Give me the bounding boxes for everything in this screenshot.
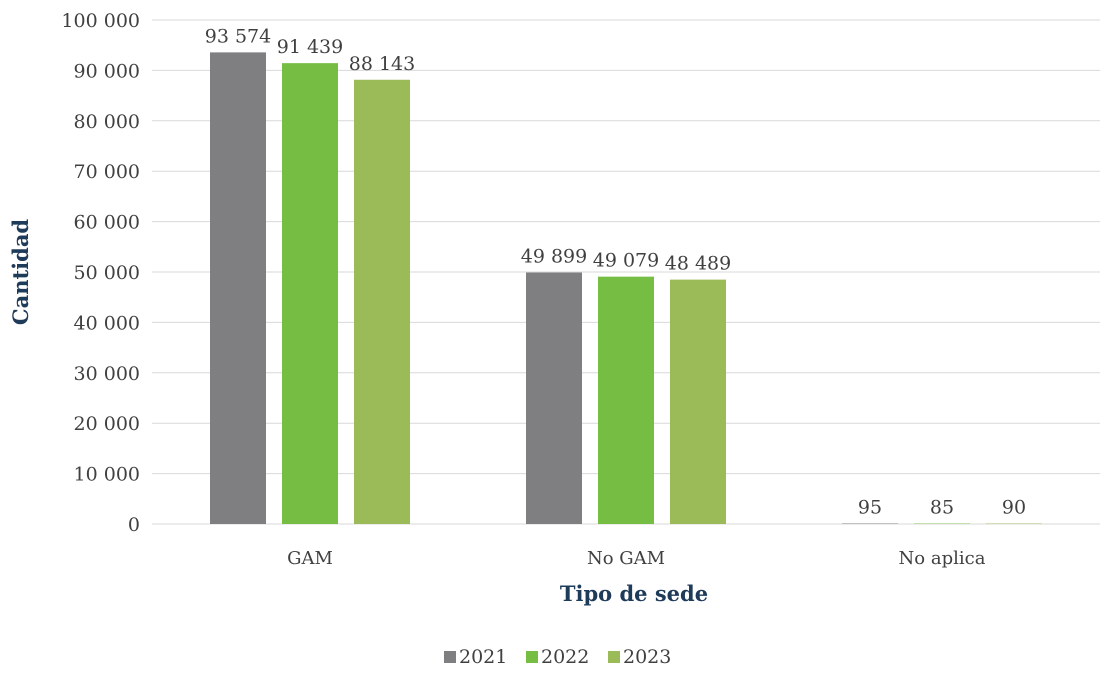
legend-label: 2021 bbox=[459, 646, 507, 668]
x-category-label: No GAM bbox=[587, 548, 665, 569]
y-axis-ticks: 0 10 000 20 000 30 000 40 000 50 000 60 000 70 … bbox=[61, 10, 140, 536]
legend-swatch-2023 bbox=[608, 651, 620, 663]
y-tick-label: 40 000 bbox=[74, 312, 140, 334]
legend-swatch-2022 bbox=[526, 651, 538, 663]
bar-2022-gam bbox=[282, 63, 338, 525]
legend: 2021 2022 2023 bbox=[444, 646, 671, 668]
data-labels: 93 574 91 439 88 143 49 899 49 079 48 489 95 85… bbox=[205, 25, 1026, 518]
bar-2023-no-gam bbox=[670, 279, 726, 524]
bar-2021-gam bbox=[210, 52, 266, 525]
y-tick-label: 100 000 bbox=[61, 10, 140, 32]
x-category-label: GAM bbox=[287, 548, 333, 569]
y-axis-title: Cantidad bbox=[8, 219, 33, 326]
legend-label: 2023 bbox=[623, 646, 671, 668]
y-tick-label: 80 000 bbox=[74, 111, 140, 133]
bar-2021-no-gam bbox=[526, 272, 582, 524]
x-axis-categories: GAM No GAM No aplica bbox=[287, 548, 986, 569]
data-label: 90 bbox=[1002, 497, 1026, 519]
data-label: 93 574 bbox=[205, 25, 271, 47]
x-axis-title: Tipo de sede bbox=[560, 581, 708, 606]
x-category-label: No aplica bbox=[899, 548, 986, 569]
data-label: 91 439 bbox=[277, 36, 343, 58]
data-label: 95 bbox=[858, 497, 882, 519]
bars bbox=[210, 52, 1042, 525]
y-tick-label: 0 bbox=[128, 514, 140, 536]
data-label: 48 489 bbox=[665, 253, 731, 275]
legend-swatch-2021 bbox=[444, 651, 456, 663]
data-label: 49 079 bbox=[593, 250, 659, 272]
y-tick-label: 50 000 bbox=[74, 262, 140, 284]
y-tick-label: 70 000 bbox=[74, 161, 140, 183]
data-label: 49 899 bbox=[521, 246, 587, 268]
y-tick-label: 10 000 bbox=[74, 464, 140, 486]
y-tick-label: 60 000 bbox=[74, 212, 140, 234]
y-tick-label: 20 000 bbox=[74, 413, 140, 435]
legend-label: 2022 bbox=[541, 646, 589, 668]
y-tick-label: 90 000 bbox=[74, 60, 140, 82]
data-label: 88 143 bbox=[349, 53, 415, 75]
bar-2023-gam bbox=[354, 79, 410, 524]
y-tick-label: 30 000 bbox=[74, 363, 140, 385]
bar-2022-no-gam bbox=[598, 276, 654, 524]
data-label: 85 bbox=[930, 497, 954, 519]
